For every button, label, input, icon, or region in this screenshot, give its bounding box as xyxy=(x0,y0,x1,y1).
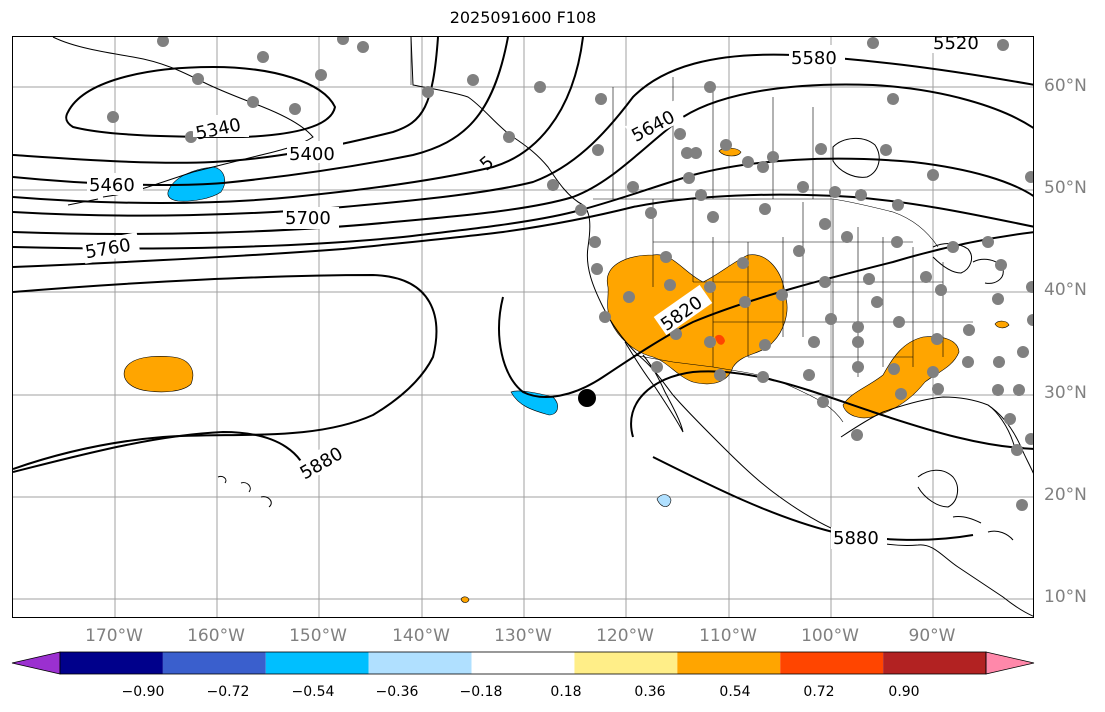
lon-label-140w: 140°W xyxy=(392,626,450,646)
contour-labels: 5580 5520 5340 5400 5460 5640 5700 5760 … xyxy=(81,37,987,549)
contour-label-partial: 5 xyxy=(476,152,498,175)
positive-anomaly-small-east xyxy=(994,320,1010,329)
north-america-west-coast xyxy=(410,37,1033,617)
colorbar-tick-label: 0.36 xyxy=(634,684,666,700)
canada-provinces xyxy=(612,77,814,199)
colorbar-tick-label: 0.72 xyxy=(803,684,835,700)
colorbar-segment xyxy=(471,652,575,674)
hawaii-islands xyxy=(217,476,272,508)
colorbar-tick-label: −0.36 xyxy=(375,684,419,700)
contour-5700 xyxy=(13,157,1033,250)
colorbar-tick-label: −0.54 xyxy=(291,684,335,700)
lon-label-160w: 160°W xyxy=(187,626,245,646)
contour-label-5400: 5400 xyxy=(289,144,335,165)
contour-label-5520: 5520 xyxy=(933,37,979,54)
station-dots xyxy=(107,37,1033,511)
colorbar-extend-low xyxy=(11,651,61,675)
lon-label-130w: 130°W xyxy=(494,626,552,646)
map-title: 2025091600 F108 xyxy=(449,8,597,27)
colorbar-segment xyxy=(574,652,678,674)
contour-5400 xyxy=(13,37,439,164)
caribbean-islands xyxy=(952,516,1014,541)
political-borders xyxy=(410,37,973,423)
contour-label-5460: 5460 xyxy=(89,175,135,196)
colorbar xyxy=(11,651,1035,675)
great-lakes xyxy=(932,243,1004,284)
lon-label-120w: 120°W xyxy=(596,626,654,646)
lat-label-20n: 20°N xyxy=(1044,485,1087,505)
contour-5880 xyxy=(13,370,1033,541)
lon-label-110w: 110°W xyxy=(699,626,757,646)
colorbar-extend-high xyxy=(985,651,1035,675)
colorbar-segment xyxy=(780,652,884,674)
strong-positive-spot xyxy=(715,334,725,345)
contour-label-5760: 5760 xyxy=(84,235,133,264)
lat-label-60n: 60°N xyxy=(1044,76,1087,96)
contour-5640 xyxy=(13,83,1033,235)
lat-label-10n: 10°N xyxy=(1044,587,1087,607)
colorbar-segment xyxy=(162,652,266,674)
negative-anomaly-small xyxy=(656,494,672,507)
colorbar-tick-label: 0.54 xyxy=(719,684,751,700)
yucatan xyxy=(917,469,959,508)
lon-label-90w: 90°W xyxy=(908,626,956,646)
contour-label-5880-east: 5880 xyxy=(833,528,879,549)
lon-label-100w: 100°W xyxy=(801,626,859,646)
lat-label-40n: 40°N xyxy=(1044,280,1087,300)
us-mexico-border xyxy=(632,354,844,423)
colorbar-segments xyxy=(11,651,1035,675)
highlight-point xyxy=(578,389,596,407)
hudson-bay xyxy=(832,138,880,178)
contour-label-5580: 5580 xyxy=(791,48,837,69)
colorbar-segment xyxy=(368,652,472,674)
contour-5520 xyxy=(13,37,584,204)
contour-label-5700: 5700 xyxy=(285,208,331,229)
positive-anomaly-tiny-south xyxy=(460,596,470,603)
colorbar-border xyxy=(59,651,987,675)
map-panel: 5580 5520 5340 5400 5460 5640 5700 5760 … xyxy=(12,36,1034,618)
lat-label-30n: 30°N xyxy=(1044,383,1087,403)
contour-5340-closed xyxy=(65,65,337,139)
lon-label-170w: 170°W xyxy=(85,626,143,646)
colorbar-tick-label: 0.90 xyxy=(888,684,920,700)
colorbar-tick-label: −0.72 xyxy=(206,684,250,700)
us-canada-border xyxy=(593,198,939,248)
contour-5760 xyxy=(13,193,1033,268)
colorbar-tick-label: −0.90 xyxy=(121,684,165,700)
colorbar-segment xyxy=(883,652,986,674)
positive-anomaly-pacific xyxy=(123,356,194,393)
colorbar-tick-label: −0.18 xyxy=(459,684,503,700)
alaska-coast xyxy=(52,37,314,188)
lon-label-150w: 150°W xyxy=(289,626,347,646)
lat-label-50n: 50°N xyxy=(1044,178,1087,198)
colorbar-segment xyxy=(677,652,781,674)
colorbar-tick-label: 0.18 xyxy=(550,684,582,700)
colorbar-segment xyxy=(60,652,163,674)
colorbar-segment xyxy=(265,652,369,674)
